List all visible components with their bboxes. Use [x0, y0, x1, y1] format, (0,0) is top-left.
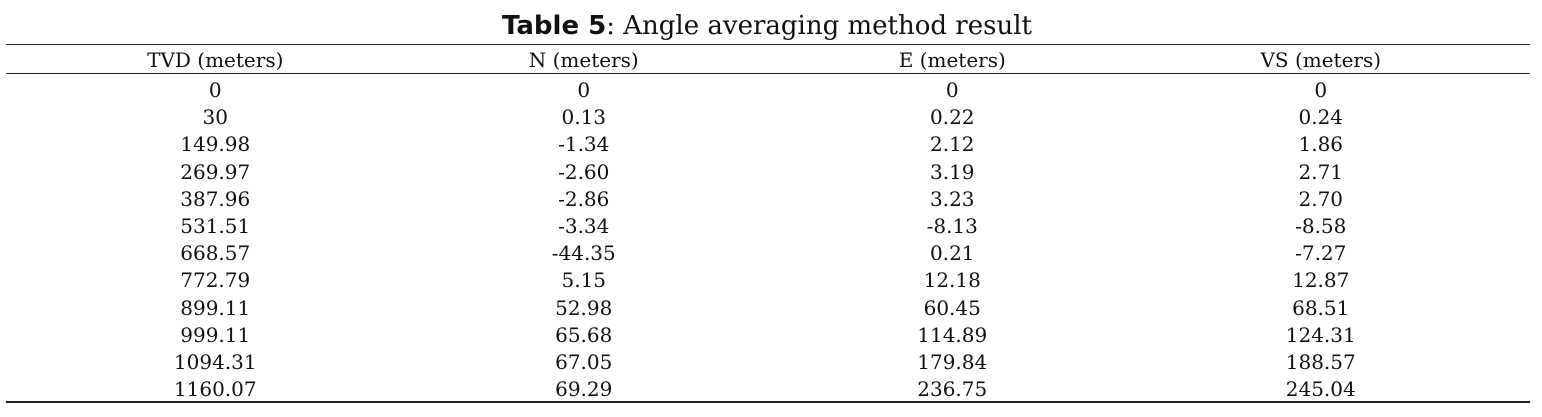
cell-e: 179.84	[917, 350, 988, 375]
table-caption-label: Table 5	[502, 11, 607, 41]
cell-n: 67.05	[555, 350, 613, 375]
cell-e: 236.75	[917, 377, 988, 402]
cell-n: 0.13	[561, 105, 607, 130]
table-caption: Table 5: Angle averaging method result	[0, 9, 1534, 43]
cell-tvd: 772.79	[180, 268, 251, 293]
cell-vs: 1.86	[1298, 132, 1344, 157]
cell-tvd: 668.57	[180, 241, 251, 266]
cell-e: 12.18	[923, 268, 981, 293]
cell-tvd: 999.11	[180, 322, 251, 347]
cell-vs: 68.51	[1292, 295, 1350, 320]
cell-vs: 0	[1314, 78, 1328, 102]
table-row: 149.98 -1.34 2.12 1.86	[31, 131, 1505, 158]
table-body: 0 0 0 0 30 0.13 0.22 0.24 149.98 -1.34 2.12 1.86 269…	[31, 74, 1505, 403]
cell-e: 0.22	[929, 105, 975, 130]
table-row: 999.11 65.68 114.89 124.31	[31, 322, 1505, 349]
cell-n: -44.35	[551, 241, 616, 266]
column-header-vs: VS (meters)	[1260, 48, 1382, 72]
cell-tvd: 531.51	[180, 214, 251, 239]
cell-n: -2.60	[558, 159, 610, 184]
cell-vs: 188.57	[1285, 350, 1356, 375]
table-row: 772.79 5.15 12.18 12.87	[31, 267, 1505, 294]
cell-tvd: 387.96	[180, 186, 251, 211]
table-header-rule	[6, 73, 1530, 74]
table-caption-text: : Angle averaging method result	[606, 11, 1032, 41]
results-table: TVD (meters) N (meters) E (meters) VS (m…	[31, 46, 1505, 403]
table-row: 387.96 -2.86 3.23 2.70	[31, 186, 1505, 213]
table-row: 899.11 52.98 60.45 68.51	[31, 295, 1505, 322]
cell-e: 2.12	[929, 132, 975, 157]
cell-e: 60.45	[923, 295, 981, 320]
cell-vs: 124.31	[1285, 322, 1356, 347]
column-header-n: N (meters)	[528, 48, 639, 72]
column-header-e: E (meters)	[898, 48, 1006, 72]
cell-n: 0	[577, 78, 591, 102]
cell-n: -1.34	[558, 132, 610, 157]
column-header-tvd: TVD (meters)	[147, 48, 284, 72]
cell-n: -2.86	[558, 186, 610, 211]
cell-n: 65.68	[555, 322, 613, 347]
cell-n: 52.98	[555, 295, 613, 320]
table-row: 1094.31 67.05 179.84 188.57	[31, 349, 1505, 376]
cell-vs: 12.87	[1292, 268, 1350, 293]
cell-vs: -8.58	[1295, 214, 1347, 239]
cell-tvd: 149.98	[180, 132, 251, 157]
cell-tvd: 1160.07	[173, 377, 257, 402]
table-row: 1160.07 69.29 236.75 245.04	[31, 376, 1505, 403]
cell-e: 3.23	[929, 186, 975, 211]
cell-tvd: 1094.31	[173, 350, 257, 375]
cell-vs: -7.27	[1295, 241, 1347, 266]
cell-n: 69.29	[555, 377, 613, 402]
cell-vs: 2.71	[1298, 159, 1344, 184]
table-row: 30 0.13 0.22 0.24	[31, 104, 1505, 131]
table-row: 269.97 -2.60 3.19 2.71	[31, 159, 1505, 186]
cell-e: 3.19	[929, 159, 975, 184]
table-row: 531.51 -3.34 -8.13 -8.58	[31, 213, 1505, 240]
cell-e: 114.89	[917, 322, 988, 347]
cell-tvd: 30	[202, 105, 228, 130]
table-row: 0 0 0 0	[31, 77, 1505, 104]
table-row: 668.57 -44.35 0.21 -7.27	[31, 240, 1505, 267]
cell-tvd: 899.11	[180, 295, 251, 320]
cell-n: 5.15	[561, 268, 607, 293]
cell-vs: 245.04	[1285, 377, 1356, 402]
table-bottom-rule	[6, 401, 1530, 403]
cell-tvd: 0	[208, 78, 222, 102]
table-header-row: TVD (meters) N (meters) E (meters) VS (m…	[31, 46, 1505, 74]
cell-vs: 2.70	[1298, 186, 1344, 211]
table-top-rule	[6, 44, 1530, 45]
cell-e: -8.13	[926, 214, 978, 239]
cell-e: 0.21	[929, 241, 975, 266]
cell-n: -3.34	[558, 214, 610, 239]
cell-tvd: 269.97	[180, 159, 251, 184]
cell-vs: 0.24	[1298, 105, 1344, 130]
cell-e: 0	[945, 78, 959, 102]
